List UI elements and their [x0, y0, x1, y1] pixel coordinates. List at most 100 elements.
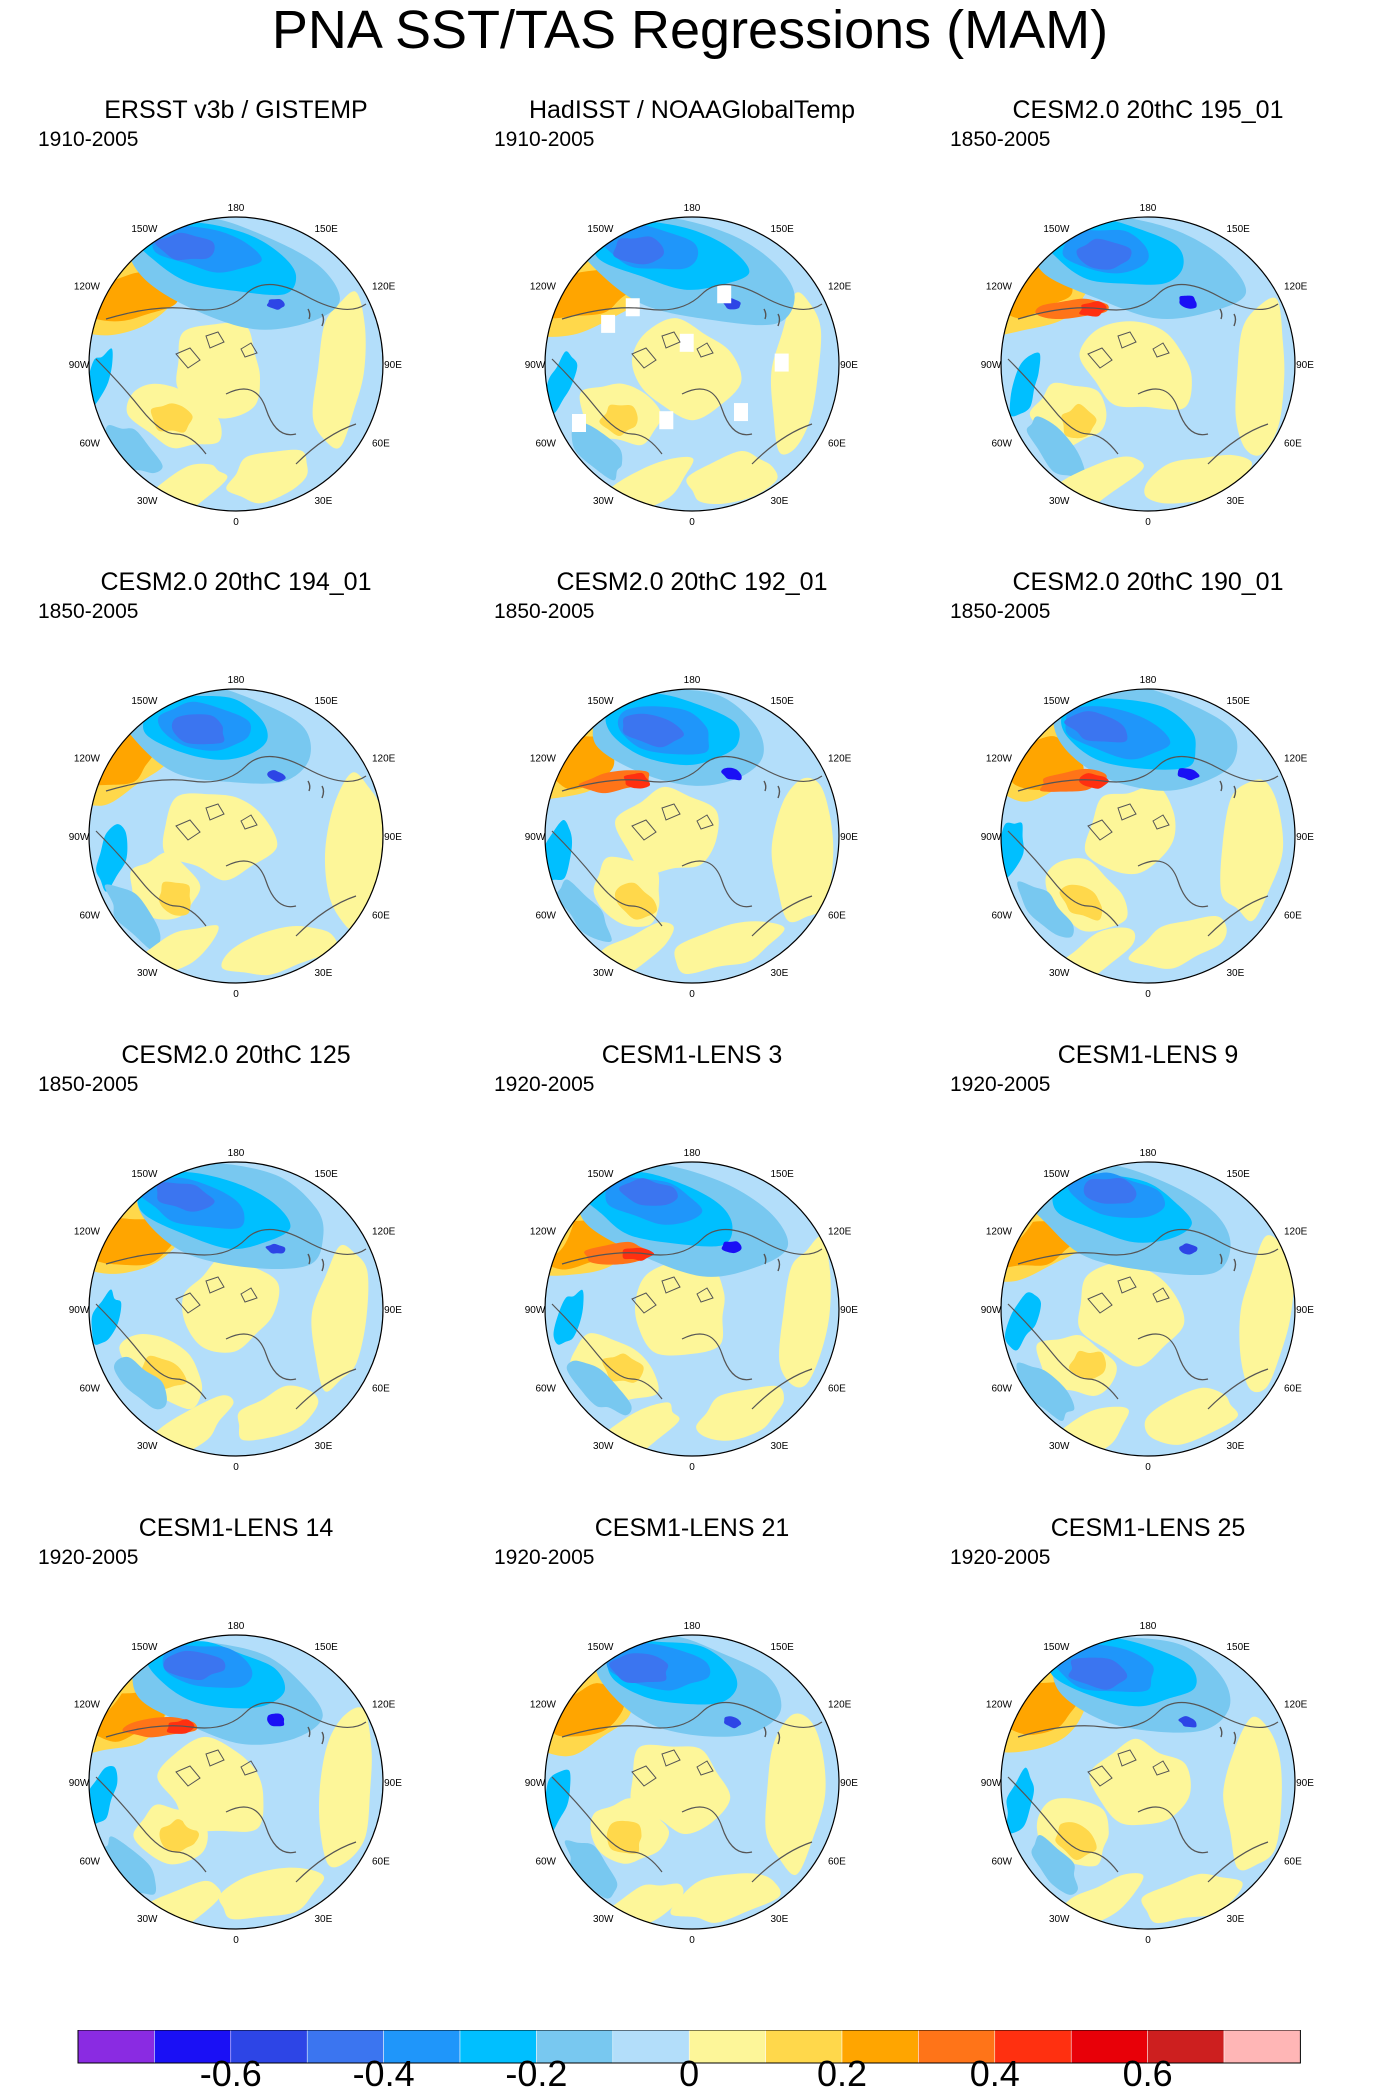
colorbar-swatch	[1147, 2030, 1225, 2064]
contour-region	[686, 450, 778, 505]
contour-region	[163, 1650, 226, 1681]
missing-data-patch	[717, 285, 732, 304]
colorbar-label: -0.6	[200, 2053, 262, 2087]
longitude-label: 30E	[771, 968, 789, 979]
contour-region	[226, 449, 308, 504]
missing-data-patch	[601, 314, 616, 333]
panel-title: CESM1-LENS 14	[138, 1514, 334, 1542]
colorbar-swatch	[612, 2030, 690, 2064]
panel-period: 1850-2005	[38, 600, 139, 623]
panel-period: 1920-2005	[38, 1546, 139, 1569]
longitude-label: 150W	[131, 1169, 158, 1180]
coastline	[105, 755, 367, 792]
longitude-label: 60W	[991, 1384, 1012, 1395]
contour-region	[150, 403, 193, 433]
coastline	[295, 1841, 357, 1883]
polar-map: 180 150W 150E 120W 120E 90W 90E 60W 60E 30W 30E 0	[69, 1148, 403, 1473]
contour-region	[566, 1360, 632, 1416]
longitude-label: 30E	[315, 496, 333, 507]
panel-title: CESM1-LENS 25	[1050, 1514, 1246, 1542]
polar-map: 180 150W 150E 120W 120E 90W 90E 60W 60E 30W 30E 0	[525, 1148, 859, 1473]
longitude-label: 30W	[137, 1441, 158, 1452]
longitude-label: 60E	[1284, 439, 1302, 450]
longitude-label: 120W	[530, 754, 557, 765]
longitude-label: 0	[1145, 989, 1151, 1000]
colorbar-frame	[77, 2030, 1301, 2064]
contour-region	[545, 351, 578, 415]
coastline	[95, 358, 207, 455]
longitude-label: 150E	[771, 1642, 795, 1653]
longitude-label: 30E	[315, 1441, 333, 1452]
contour-region	[1009, 352, 1041, 417]
coastline	[295, 423, 357, 465]
map-panel: CESM2.0 20thC 192_01 1850-2005 180 150W 15…	[472, 567, 912, 1037]
longitude-label: 180	[1140, 203, 1157, 214]
coastline	[763, 780, 781, 799]
colorbar-swatch	[536, 2030, 614, 2064]
coastline	[105, 283, 367, 320]
panel-period: 1850-2005	[950, 128, 1051, 151]
contour-region	[1177, 768, 1200, 781]
polar-map: 180 150W 150E 120W 120E 90W 90E 60W 60E 30W 30E 0	[981, 1148, 1315, 1473]
contour-region	[265, 1243, 286, 1254]
coastline	[1137, 1806, 1209, 1854]
contour-region	[1084, 785, 1176, 875]
contour-region	[318, 1707, 372, 1868]
longitude-label: 150W	[1043, 1169, 1070, 1180]
contour-region	[545, 819, 573, 882]
panel-period: 1920-2005	[950, 1546, 1051, 1569]
colorbar-label: -0.2	[505, 2053, 567, 2087]
longitude-label: 120W	[986, 282, 1013, 293]
contour-region	[1223, 1716, 1282, 1871]
contour-region	[571, 422, 623, 481]
longitude-label: 0	[1145, 517, 1151, 528]
longitude-label: 180	[228, 203, 245, 214]
contour-region	[1220, 779, 1284, 922]
panel-title: CESM1-LENS 9	[1057, 1041, 1239, 1069]
longitude-label: 120E	[828, 1227, 852, 1238]
missing-data-patch	[572, 414, 586, 432]
coastline	[561, 283, 823, 320]
longitude-label: 30W	[593, 968, 614, 979]
longitude-label: 60E	[828, 439, 846, 450]
contour-region	[724, 1716, 742, 1729]
map-panel: HadISST / NOAAGlobalTemp 1910-2005 180 15…	[472, 95, 912, 565]
longitude-label: 180	[228, 1148, 245, 1159]
longitude-label: 180	[684, 1621, 701, 1632]
longitude-label: 120E	[828, 282, 852, 293]
longitude-label: 60E	[828, 911, 846, 922]
longitude-label: 30E	[315, 968, 333, 979]
longitude-label: 60W	[991, 1857, 1012, 1868]
longitude-label: 120E	[372, 282, 396, 293]
contour-region	[1064, 711, 1128, 743]
polar-map: 180 150W 150E 120W 120E 90W 90E 60W 60E 30W 30E 0	[981, 675, 1315, 1000]
contour-region	[312, 291, 366, 449]
contour-region	[1141, 1873, 1243, 1924]
missing-data-patch	[679, 333, 694, 352]
arctic-islands	[1087, 1749, 1170, 1787]
contour-field	[89, 217, 367, 511]
contour-region	[1059, 884, 1103, 921]
contour-region	[267, 1713, 285, 1727]
arctic-islands	[631, 1749, 714, 1787]
longitude-label: 90E	[384, 1778, 402, 1789]
contour-region	[721, 767, 742, 781]
map-panel: CESM2.0 20thC 125 1850-2005 180 150W 150E 1…	[16, 1040, 456, 1510]
longitude-label: 30E	[1227, 496, 1245, 507]
contour-region	[564, 1840, 618, 1899]
panel-title: CESM2.0 20thC 190_01	[1012, 568, 1284, 596]
longitude-label: 60W	[535, 439, 556, 450]
contour-region	[91, 1289, 122, 1345]
map-panel: CESM1-LENS 21 1920-2005 180 150W 150E 120W 1…	[472, 1513, 912, 1983]
longitude-label: 30W	[1049, 1441, 1070, 1452]
longitude-label: 120W	[74, 1227, 101, 1238]
coastline	[105, 1701, 367, 1738]
map-border	[1000, 216, 1296, 512]
coastline	[751, 1841, 813, 1883]
coastline	[681, 1806, 753, 1854]
contour-region	[1004, 1292, 1042, 1351]
contour-region	[1031, 1835, 1079, 1895]
longitude-label: 90W	[981, 1778, 1002, 1789]
longitude-label: 0	[689, 1935, 695, 1946]
longitude-label: 180	[1140, 1621, 1157, 1632]
